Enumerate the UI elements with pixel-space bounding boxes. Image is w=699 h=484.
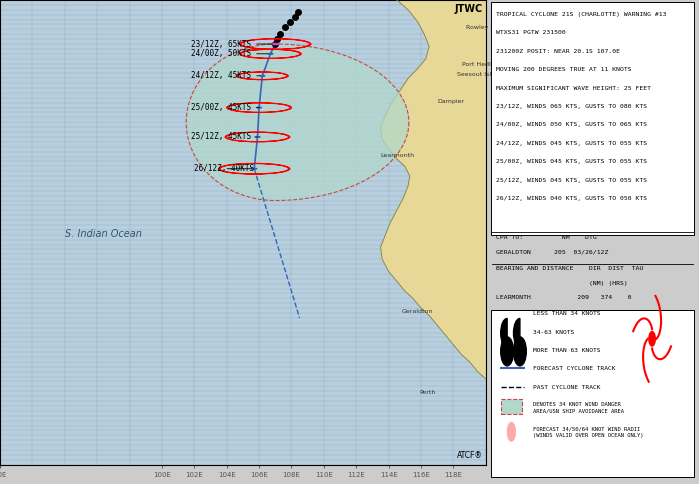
Text: 23/12Z, 65KTS: 23/12Z, 65KTS	[191, 40, 273, 48]
Wedge shape	[275, 44, 311, 49]
Wedge shape	[514, 318, 520, 348]
Wedge shape	[236, 76, 262, 80]
Wedge shape	[240, 39, 275, 44]
Text: 26/12Z, WINDS 040 KTS, GUSTS TO 050 KTS: 26/12Z, WINDS 040 KTS, GUSTS TO 050 KTS	[496, 196, 647, 201]
Circle shape	[500, 337, 514, 366]
Text: ATCF®: ATCF®	[456, 451, 482, 460]
Wedge shape	[226, 107, 259, 112]
Text: 23/12Z, WINDS 065 KTS, GUSTS TO 080 KTS: 23/12Z, WINDS 065 KTS, GUSTS TO 080 KTS	[496, 104, 647, 109]
Text: FORECAST 34/50/64 KNOT WIND RADII
(WINDS VALID OVER OPEN OCEAN ONLY): FORECAST 34/50/64 KNOT WIND RADII (WINDS…	[533, 427, 643, 438]
Text: S. Indian Ocean: S. Indian Ocean	[65, 229, 142, 239]
Text: LEARMONTH            209   374    0: LEARMONTH 209 374 0	[496, 295, 632, 300]
Wedge shape	[259, 103, 291, 107]
Circle shape	[271, 44, 280, 45]
Wedge shape	[500, 318, 507, 348]
Text: 26/12Z, 40KTS: 26/12Z, 40KTS	[194, 164, 254, 173]
Text: 231200Z POSIT: NEAR 20.1S 107.0E: 231200Z POSIT: NEAR 20.1S 107.0E	[496, 49, 621, 54]
Circle shape	[649, 332, 655, 346]
Text: GERALDTON      205  03/26/12Z: GERALDTON 205 03/26/12Z	[496, 249, 609, 254]
Text: PAST CYCLONE TRACK: PAST CYCLONE TRACK	[533, 385, 600, 390]
Wedge shape	[226, 103, 259, 107]
Text: BEARING AND DISTANCE    DIR  DIST  TAU: BEARING AND DISTANCE DIR DIST TAU	[496, 266, 644, 271]
Circle shape	[255, 136, 260, 137]
Wedge shape	[254, 169, 290, 174]
Wedge shape	[240, 49, 271, 54]
Circle shape	[507, 422, 516, 441]
FancyBboxPatch shape	[491, 2, 693, 235]
Wedge shape	[259, 107, 291, 112]
Wedge shape	[271, 49, 301, 54]
FancyBboxPatch shape	[491, 310, 693, 477]
Text: LESS THAN 34 KNOTS: LESS THAN 34 KNOTS	[533, 311, 600, 316]
Circle shape	[257, 107, 261, 108]
Wedge shape	[275, 39, 311, 44]
Wedge shape	[254, 164, 290, 169]
Text: 25/12Z, 45KTS: 25/12Z, 45KTS	[191, 133, 257, 141]
Text: 24/12Z, 45KTS: 24/12Z, 45KTS	[191, 71, 259, 80]
Wedge shape	[225, 137, 257, 142]
Text: 25/00Z, 45KTS: 25/00Z, 45KTS	[191, 103, 259, 112]
Wedge shape	[225, 132, 257, 137]
Text: CPA TO:          NM    DTG: CPA TO: NM DTG	[496, 235, 597, 240]
Circle shape	[252, 168, 257, 169]
Circle shape	[514, 337, 526, 366]
Text: Perth: Perth	[419, 390, 435, 395]
Wedge shape	[240, 44, 275, 49]
Text: Port Hedland: Port Hedland	[461, 62, 502, 67]
Wedge shape	[257, 132, 290, 137]
Text: MAXIMUM SIGNIFICANT WAVE HEIGHT: 25 FEET: MAXIMUM SIGNIFICANT WAVE HEIGHT: 25 FEET	[496, 86, 651, 91]
Text: (NM) (HRS): (NM) (HRS)	[496, 281, 628, 286]
Text: 25/12Z, WINDS 045 KTS, GUSTS TO 055 KTS: 25/12Z, WINDS 045 KTS, GUSTS TO 055 KTS	[496, 178, 647, 182]
Wedge shape	[219, 164, 254, 169]
Wedge shape	[262, 76, 288, 80]
Text: DENOTES 34 KNOT WIND DANGER
AREA/USN SHIP AVOIDANCE AREA: DENOTES 34 KNOT WIND DANGER AREA/USN SHI…	[533, 402, 624, 413]
Wedge shape	[271, 54, 301, 59]
Text: 24/00Z, WINDS 050 KTS, GUSTS TO 065 KTS: 24/00Z, WINDS 050 KTS, GUSTS TO 065 KTS	[496, 122, 647, 127]
Text: Dampier: Dampier	[437, 99, 464, 104]
Text: Rowley Shoals: Rowley Shoals	[466, 25, 512, 30]
Text: 24/12Z, WINDS 045 KTS, GUSTS TO 055 KTS: 24/12Z, WINDS 045 KTS, GUSTS TO 055 KTS	[496, 141, 647, 146]
Text: MOVING 200 DEGREES TRUE AT 11 KNOTS: MOVING 200 DEGREES TRUE AT 11 KNOTS	[496, 67, 632, 72]
Text: 34-63 KNOTS: 34-63 KNOTS	[533, 330, 574, 334]
Circle shape	[268, 53, 273, 54]
Text: TROPICAL CYCLONE 21S (CHARLOTTE) WARNING #13: TROPICAL CYCLONE 21S (CHARLOTTE) WARNING…	[496, 12, 667, 17]
Wedge shape	[257, 137, 290, 142]
Text: Geraldton: Geraldton	[402, 309, 433, 314]
Text: JTWC: JTWC	[454, 4, 482, 14]
Wedge shape	[262, 72, 288, 76]
Text: FORECAST CYCLONE TRACK: FORECAST CYCLONE TRACK	[533, 366, 615, 371]
Text: Seesout Island: Seesout Island	[456, 72, 503, 77]
Text: Learmonth: Learmonth	[380, 152, 415, 157]
Polygon shape	[380, 0, 486, 379]
Text: WTXS31 PGTW 231500: WTXS31 PGTW 231500	[496, 30, 566, 35]
Text: MORE THAN 63 KNOTS: MORE THAN 63 KNOTS	[533, 348, 600, 353]
Polygon shape	[186, 44, 409, 200]
Text: 24/00Z, 50KTS: 24/00Z, 50KTS	[191, 49, 268, 58]
Wedge shape	[219, 169, 254, 174]
Text: 25/00Z, WINDS 045 KTS, GUSTS TO 055 KTS: 25/00Z, WINDS 045 KTS, GUSTS TO 055 KTS	[496, 159, 647, 164]
Bar	[500, 399, 522, 414]
Wedge shape	[240, 54, 271, 59]
Wedge shape	[236, 72, 262, 76]
